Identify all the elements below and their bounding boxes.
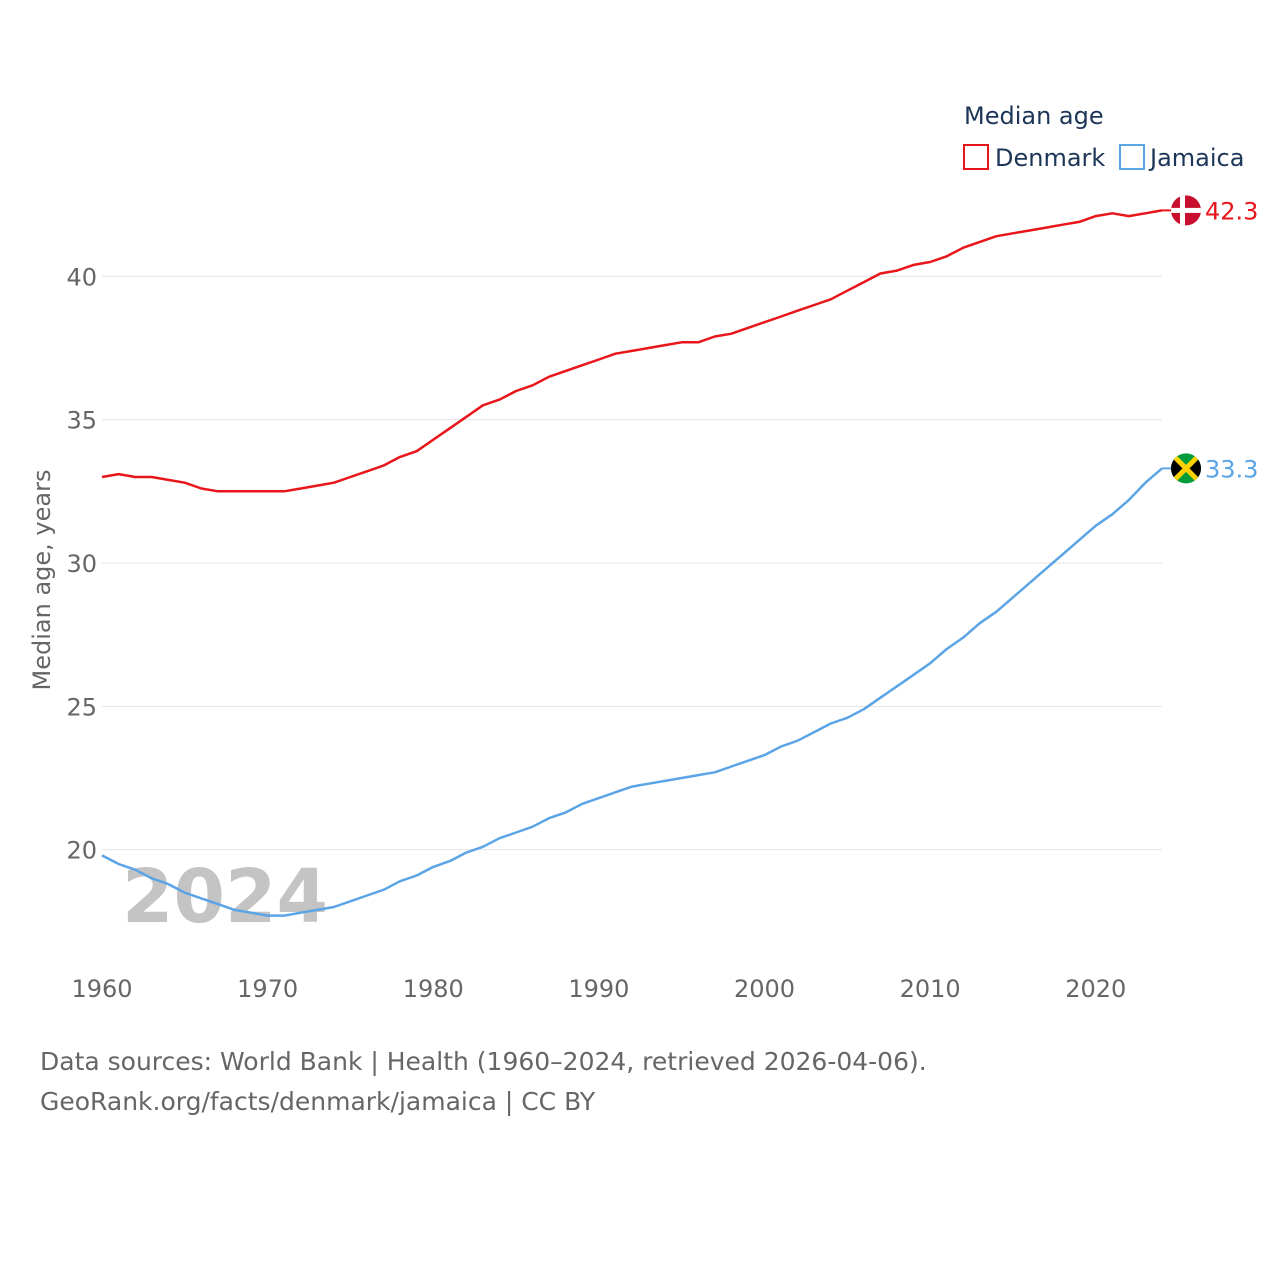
- x-axis-ticks: 1960 1970 1980 1990 2000 2010 2020: [71, 975, 1126, 1003]
- year-watermark: 2024: [122, 854, 328, 940]
- legend-swatch-jamaica: [1119, 144, 1145, 170]
- series-lines: [101, 209, 1163, 917]
- data-sources-text: Data sources: World Bank | Health (1960–…: [40, 1047, 927, 1076]
- end-label-jamaica: 33.3: [1205, 455, 1258, 483]
- footer: Data sources: World Bank | Health (1960–…: [40, 1042, 927, 1122]
- legend-title: Median age: [964, 102, 1104, 130]
- x-tick-2020: 2020: [1065, 975, 1126, 1003]
- y-axis-ticks: 20 25 30 35 40: [66, 263, 97, 864]
- legend-item-jamaica[interactable]: Jamaica: [1119, 144, 1244, 172]
- x-tick-2010: 2010: [900, 975, 961, 1003]
- x-tick-1990: 1990: [568, 975, 629, 1003]
- series-line-jamaica[interactable]: [101, 467, 1163, 917]
- x-tick-1970: 1970: [237, 975, 298, 1003]
- y-axis-label: Median age, years: [28, 470, 56, 691]
- legend-item-denmark[interactable]: Denmark: [963, 144, 1105, 172]
- denmark-flag-icon: [1171, 195, 1201, 226]
- end-markers: 42.3 33.3: [1162, 195, 1258, 484]
- x-tick-1960: 1960: [71, 975, 132, 1003]
- x-tick-2000: 2000: [734, 975, 795, 1003]
- legend-label-jamaica: Jamaica: [1148, 144, 1244, 172]
- y-tick-20: 20: [66, 837, 97, 865]
- credit-link[interactable]: GeoRank.org/facts/denmark/jamaica | CC B…: [40, 1087, 596, 1116]
- jamaica-flag-icon: [1171, 453, 1201, 484]
- y-tick-40: 40: [66, 263, 97, 291]
- legend[interactable]: Median age Denmark Jamaica: [963, 102, 1244, 172]
- y-tick-25: 25: [66, 693, 97, 721]
- x-tick-1980: 1980: [403, 975, 464, 1003]
- y-tick-30: 30: [66, 550, 97, 578]
- legend-swatch-denmark: [963, 144, 989, 170]
- gridlines: [102, 275, 1162, 851]
- legend-label-denmark: Denmark: [995, 144, 1105, 172]
- y-tick-35: 35: [66, 407, 97, 435]
- end-label-denmark: 42.3: [1205, 197, 1258, 225]
- series-line-denmark[interactable]: [101, 209, 1163, 493]
